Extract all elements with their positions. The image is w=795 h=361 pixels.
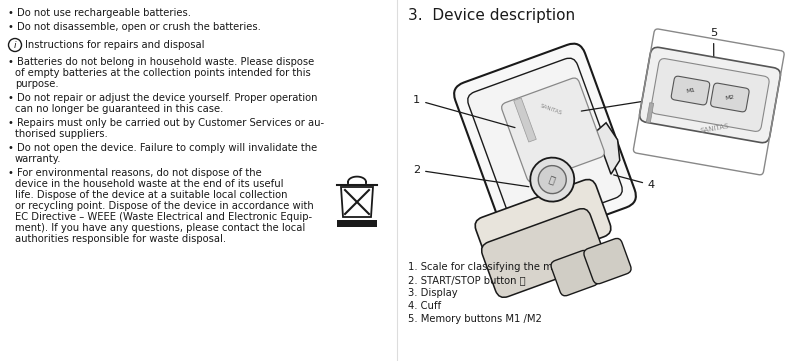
Text: of empty batteries at the collection points intended for this: of empty batteries at the collection poi…	[15, 68, 311, 78]
Text: 4: 4	[614, 175, 655, 190]
Polygon shape	[595, 123, 620, 174]
Text: 4. Cuff: 4. Cuff	[408, 301, 441, 311]
Text: EC Directive – WEEE (Waste Electrical and Electronic Equip-: EC Directive – WEEE (Waste Electrical an…	[15, 212, 312, 222]
Text: 2: 2	[413, 165, 529, 187]
Text: 5. Memory buttons M1 /M2: 5. Memory buttons M1 /M2	[408, 314, 542, 324]
FancyBboxPatch shape	[514, 98, 537, 142]
Text: 3.  Device description: 3. Device description	[408, 8, 575, 23]
Circle shape	[9, 39, 21, 52]
Circle shape	[530, 158, 574, 201]
FancyBboxPatch shape	[651, 58, 769, 131]
Text: SANITAS: SANITAS	[539, 104, 563, 116]
FancyBboxPatch shape	[671, 76, 710, 105]
Text: ment). If you have any questions, please contact the local: ment). If you have any questions, please…	[15, 223, 305, 233]
Text: or recycling point. Dispose of the device in accordance with: or recycling point. Dispose of the devic…	[15, 201, 314, 211]
FancyBboxPatch shape	[551, 251, 598, 296]
FancyBboxPatch shape	[467, 58, 622, 232]
Text: Instructions for repairs and disposal: Instructions for repairs and disposal	[25, 40, 204, 50]
Text: warranty.: warranty.	[15, 154, 61, 164]
Text: • Do not repair or adjust the device yourself. Proper operation: • Do not repair or adjust the device you…	[8, 93, 317, 103]
Text: life. Dispose of the device at a suitable local collection: life. Dispose of the device at a suitabl…	[15, 190, 288, 200]
FancyBboxPatch shape	[475, 179, 611, 275]
Text: purpose.: purpose.	[15, 79, 59, 89]
FancyBboxPatch shape	[584, 238, 631, 284]
FancyBboxPatch shape	[337, 220, 377, 227]
Text: • Repairs must only be carried out by Customer Services or au-: • Repairs must only be carried out by Cu…	[8, 118, 324, 128]
FancyBboxPatch shape	[646, 103, 653, 123]
FancyBboxPatch shape	[711, 83, 749, 112]
Text: M1: M1	[685, 87, 696, 94]
Text: 3: 3	[581, 95, 655, 111]
FancyBboxPatch shape	[454, 44, 636, 246]
FancyBboxPatch shape	[640, 47, 781, 143]
Text: 1. Scale for classifying the measurements: 1. Scale for classifying the measurement…	[408, 262, 618, 272]
Text: ⏻: ⏻	[548, 174, 556, 185]
FancyBboxPatch shape	[502, 78, 604, 182]
Text: • Do not open the device. Failure to comply will invalidate the: • Do not open the device. Failure to com…	[8, 143, 317, 153]
Text: authorities responsible for waste disposal.: authorities responsible for waste dispos…	[15, 234, 226, 244]
Polygon shape	[341, 187, 373, 217]
Text: M2: M2	[725, 94, 735, 101]
Text: 1: 1	[413, 95, 515, 127]
Text: can no longer be guaranteed in this case.: can no longer be guaranteed in this case…	[15, 104, 223, 114]
Text: • Do not disassemble, open or crush the batteries.: • Do not disassemble, open or crush the …	[8, 22, 261, 32]
Text: • Do not use rechargeable batteries.: • Do not use rechargeable batteries.	[8, 8, 191, 18]
Text: 2. START/STOP button ⓘ: 2. START/STOP button ⓘ	[408, 275, 525, 285]
Text: device in the household waste at the end of its useful: device in the household waste at the end…	[15, 179, 284, 189]
Text: i: i	[14, 40, 17, 49]
Text: SANITAS: SANITAS	[700, 123, 729, 134]
Text: • Batteries do not belong in household waste. Please dispose: • Batteries do not belong in household w…	[8, 57, 314, 67]
Text: • For environmental reasons, do not dispose of the: • For environmental reasons, do not disp…	[8, 168, 262, 178]
Circle shape	[538, 166, 566, 193]
Text: 5: 5	[710, 28, 717, 70]
Text: 3. Display: 3. Display	[408, 288, 458, 298]
Text: thorised suppliers.: thorised suppliers.	[15, 129, 108, 139]
FancyBboxPatch shape	[482, 209, 604, 297]
